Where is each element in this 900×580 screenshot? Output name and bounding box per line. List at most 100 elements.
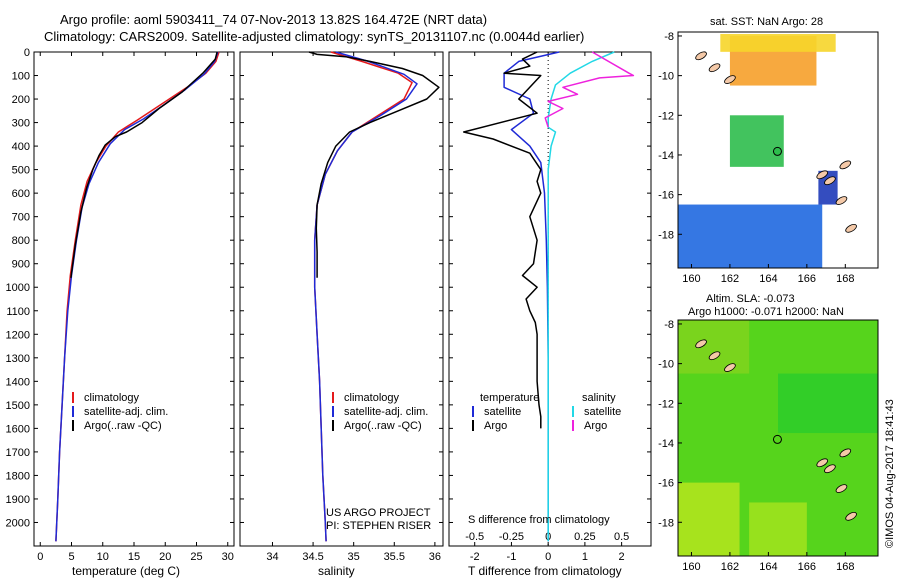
depth-tick-label: 1700 [6,447,30,459]
sla-map-xtick-label: 168 [836,561,854,573]
depth-tick-label: 1100 [6,306,30,318]
differences-plot-frame [448,51,652,547]
salinity-series-satellite-adj-clim- [313,51,418,542]
credit-stamp: ©IMOS 04-Aug-2017 18:41:43 [884,399,896,548]
sst-map-xtick-label: 164 [759,273,777,285]
legend-label: satellite [484,406,522,418]
sst-island-shape [839,160,852,170]
depth-tick-label: 400 [12,141,30,153]
sst-island-shape [845,223,857,233]
differences-xtick-label: 1 [582,551,588,563]
depth-tick-label: 1400 [6,376,30,388]
temperature-xtick-label: 5 [68,551,74,563]
project-pi: PI: STEPHEN RISER [326,520,432,532]
s-difference-tick-label: 0.25 [574,531,595,543]
legend-label: Argo [484,420,508,432]
differences-xtick-label: 2 [619,551,625,563]
sst-map-frame [677,31,879,269]
sst-map-xtick-label: 168 [836,273,854,285]
figure-title-line1: Argo profile: aoml 5903411_74 07-Nov-201… [60,12,488,27]
project-name: US ARGO PROJECT [326,507,431,519]
depth-tick-label: 0 [24,47,30,59]
depth-tick-label: 1200 [6,329,30,341]
legend-item-argo: Argo(..raw -QC) [70,419,168,433]
sla-map-xtick-label: 162 [721,561,739,573]
difference-series-salinity-satellite [547,51,615,542]
legend-swatch [72,420,74,431]
project-annotation: US ARGO PROJECT PI: STEPHEN RISER [326,507,431,533]
sst-map-ytick-label: -12 [658,110,674,122]
legend-label: climatology [344,392,400,404]
sst-map-patch [678,204,823,268]
sst-map-ytick-label: -14 [658,150,674,162]
depth-tick-label: 1600 [6,423,30,435]
legend-swatch [72,392,74,403]
depth-tick-label: 700 [12,212,30,224]
difference-series-temperature-argo [462,51,542,429]
sst-map-ytick-label: -8 [664,31,674,43]
legend-item-satellite: satellite-adj. clim. [70,405,168,419]
legend-label: satellite [584,406,622,418]
depth-tick-label: 200 [12,94,30,106]
temperature-xtick-label: 0 [37,551,43,563]
legend-swatch [332,406,334,417]
legend-item-argo: Argo(..raw -QC) [330,419,428,433]
legend-item-satellite: satellite-adj. clim. [330,405,428,419]
differences-xtick-label: -2 [470,551,480,563]
legend-item-t-argo: Argo [470,419,507,433]
sla-map-patch [778,373,878,434]
depth-tick-label: 2000 [6,517,30,529]
salinity-series-argo-raw-qc- [308,51,440,278]
temperature-xtick-label: 30 [222,551,234,563]
sla-map-xtick-label: 166 [798,561,816,573]
legend-swatch [472,420,474,431]
depth-tick-label: 300 [12,118,30,130]
sla-island-shape [724,363,736,372]
depth-tick-label: 100 [12,71,30,83]
sst-map-patch [729,115,784,167]
depth-tick-label: 1900 [6,494,30,506]
salinity-xtick-label: 36 [429,551,441,563]
sla-map-subtitle: Argo h1000: -0.071 h2000: NaN [688,306,844,318]
difference-series-salinity-argo [544,51,635,128]
salinity-xtick-label: 35.5 [384,551,405,563]
sst-profile-marker [772,146,782,156]
legend-item-t-satellite: satellite [470,405,521,419]
sla-map-xtick-label: 164 [759,561,777,573]
sst-island-shape [724,75,736,84]
sla-island-shape [816,458,829,468]
sst-map-xtick-label: 166 [798,273,816,285]
sst-map-title: sat. SST: NaN Argo: 28 [710,16,824,28]
sla-map-ytick-label: -18 [658,517,674,529]
salinity-xtick-label: 34.5 [302,551,323,563]
sst-island-shape [816,170,829,180]
sla-map-ytick-label: -14 [658,438,674,450]
sst-map-ytick-label: -18 [658,229,674,241]
salinity-plot-frame [239,51,444,547]
temperature-series-argo-raw-qc- [70,51,218,278]
temperature-plot-frame [33,51,235,547]
sla-island-shape [708,351,721,361]
sst-map-xtick-label: 162 [721,273,739,285]
legend-swatch [332,420,334,431]
legend-item-s-argo: Argo [570,419,607,433]
legend-label: Argo(..raw -QC) [84,420,162,432]
sla-map-ytick-label: -12 [658,398,674,410]
legend-item-s-satellite: satellite [570,405,621,419]
sst-map-ytick-label: -16 [658,190,674,202]
legend-title-salinity: salinity [582,392,616,404]
legend-swatch [572,420,574,431]
legend-item-climatology: climatology [70,391,168,405]
sla-map-patch [678,320,750,374]
legend-label: climatology [84,392,140,404]
legend-swatch [332,392,334,403]
sla-map-frame [677,319,879,557]
salinity-legend: climatology satellite-adj. clim. Argo(..… [330,391,428,433]
sst-island-shape [708,63,721,73]
legend-swatch [472,406,474,417]
legend-label: Argo(..raw -QC) [344,420,422,432]
sla-profile-marker [772,434,782,444]
t-difference-axis-label: T difference from climatology [468,564,622,578]
depth-tick-label: 900 [12,259,30,271]
